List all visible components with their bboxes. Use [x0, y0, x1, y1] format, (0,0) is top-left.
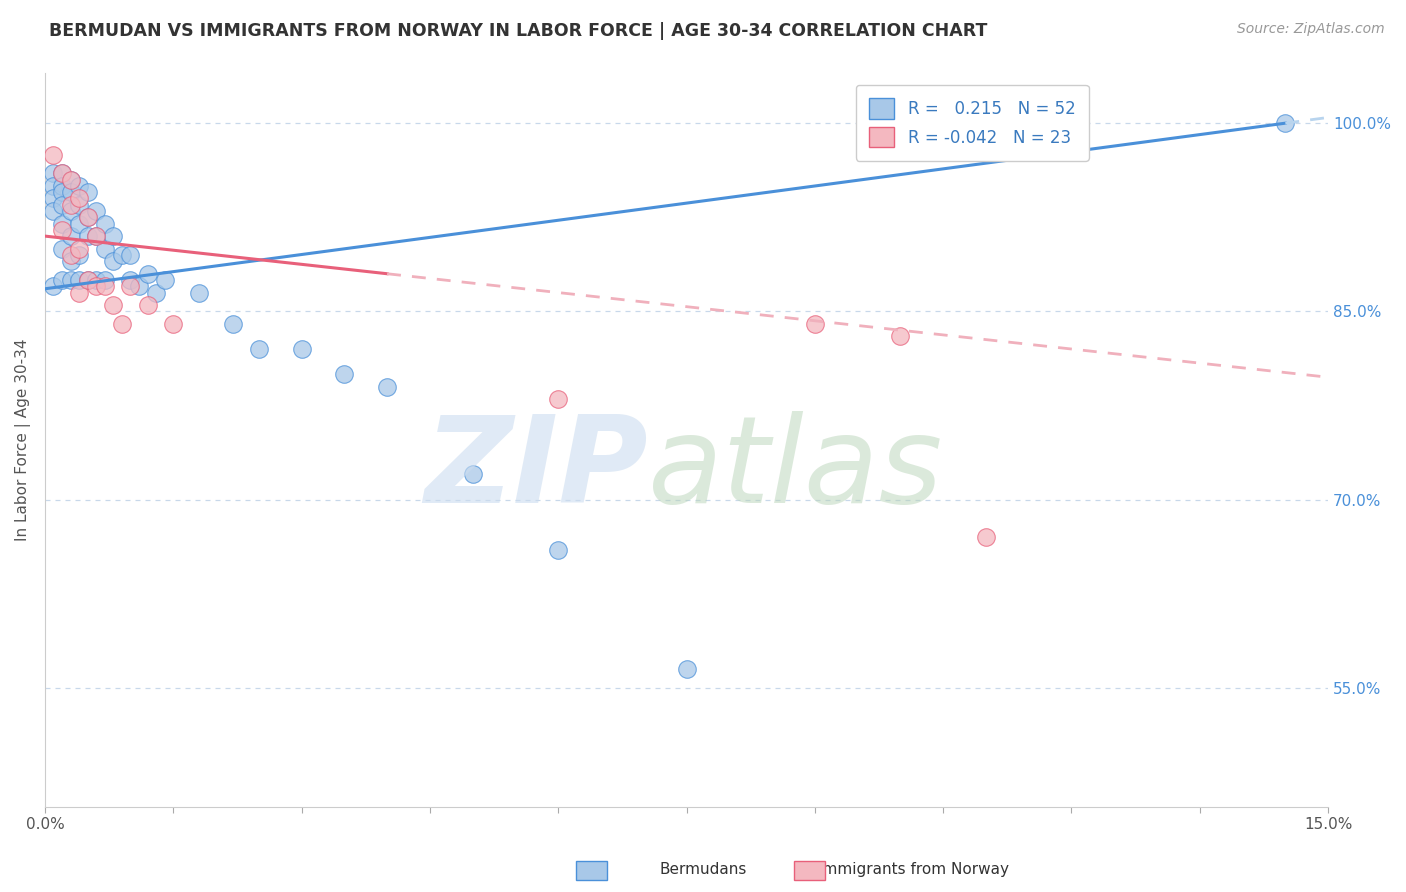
Point: [51, 242, 73, 256]
Point: [94, 279, 117, 293]
Point: [120, 273, 142, 287]
Point: [111, 248, 134, 262]
Text: Source: ZipAtlas.com: Source: ZipAtlas.com: [1237, 22, 1385, 37]
Point: [51, 178, 73, 193]
Point: [51, 185, 73, 199]
Point: [59, 248, 82, 262]
Point: [84, 229, 107, 244]
Point: [59, 254, 82, 268]
Point: [76, 211, 98, 225]
Point: [974, 530, 997, 544]
Point: [67, 285, 90, 300]
Point: [51, 273, 73, 287]
Point: [120, 248, 142, 262]
Point: [889, 329, 911, 343]
Point: [42, 178, 65, 193]
Point: [94, 242, 117, 256]
Point: [120, 279, 142, 293]
Text: BERMUDAN VS IMMIGRANTS FROM NORWAY IN LABOR FORCE | AGE 30-34 CORRELATION CHART: BERMUDAN VS IMMIGRANTS FROM NORWAY IN LA…: [49, 22, 987, 40]
Point: [67, 178, 90, 193]
Text: Immigrants from Norway: Immigrants from Norway: [818, 863, 1010, 877]
Point: [42, 279, 65, 293]
Point: [59, 204, 82, 219]
Point: [51, 166, 73, 180]
Point: [247, 342, 270, 356]
Point: [67, 242, 90, 256]
Point: [42, 204, 65, 219]
Point: [290, 342, 312, 356]
Text: ZIP: ZIP: [425, 411, 648, 528]
Point: [136, 298, 159, 312]
Point: [547, 542, 569, 557]
Point: [59, 229, 82, 244]
Point: [84, 279, 107, 293]
Point: [804, 317, 827, 331]
Point: [67, 191, 90, 205]
Text: Bermudans: Bermudans: [659, 863, 747, 877]
Text: atlas: atlas: [648, 411, 943, 528]
Point: [42, 166, 65, 180]
Point: [111, 317, 134, 331]
Point: [145, 285, 167, 300]
Point: [1274, 116, 1296, 130]
Point: [42, 191, 65, 205]
Point: [103, 298, 125, 312]
Point: [51, 217, 73, 231]
Point: [187, 285, 209, 300]
Point: [59, 172, 82, 186]
Y-axis label: In Labor Force | Age 30-34: In Labor Force | Age 30-34: [15, 339, 31, 541]
Point: [67, 273, 90, 287]
Point: [375, 379, 398, 393]
Point: [84, 273, 107, 287]
Point: [67, 198, 90, 212]
Point: [76, 273, 98, 287]
Point: [67, 248, 90, 262]
Point: [153, 273, 176, 287]
Point: [76, 185, 98, 199]
Point: [59, 198, 82, 212]
Point: [59, 172, 82, 186]
Point: [333, 367, 356, 381]
Point: [84, 204, 107, 219]
Point: [94, 273, 117, 287]
Point: [547, 392, 569, 407]
Point: [51, 223, 73, 237]
Point: [59, 273, 82, 287]
Point: [76, 229, 98, 244]
Point: [67, 217, 90, 231]
Point: [84, 229, 107, 244]
Point: [222, 317, 245, 331]
Point: [128, 279, 150, 293]
Point: [76, 211, 98, 225]
Point: [675, 662, 697, 676]
Point: [461, 467, 484, 482]
Point: [76, 273, 98, 287]
Point: [136, 267, 159, 281]
Point: [59, 185, 82, 199]
Point: [162, 317, 184, 331]
Point: [51, 166, 73, 180]
Point: [103, 229, 125, 244]
Point: [94, 217, 117, 231]
Point: [42, 147, 65, 161]
Legend: R =   0.215   N = 52, R = -0.042   N = 23: R = 0.215 N = 52, R = -0.042 N = 23: [856, 85, 1088, 161]
Point: [51, 198, 73, 212]
Point: [103, 254, 125, 268]
